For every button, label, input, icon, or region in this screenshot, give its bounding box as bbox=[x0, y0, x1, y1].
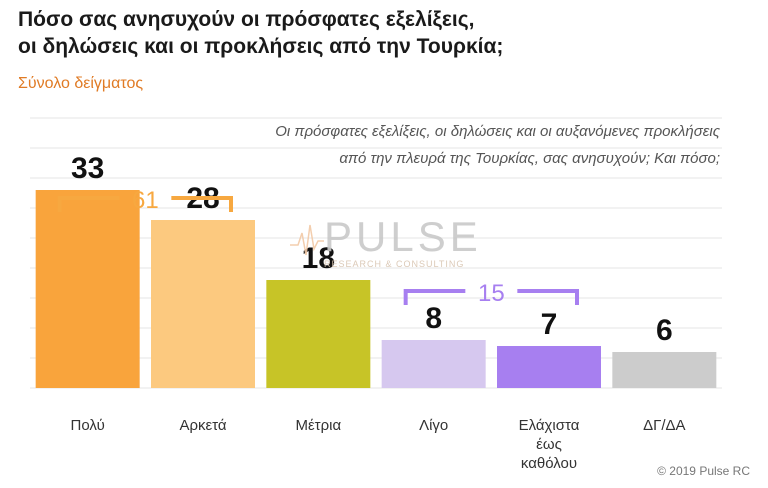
group-bracket bbox=[517, 289, 579, 305]
category-label: Αρκετά bbox=[179, 417, 226, 434]
group-total-label: 15 bbox=[478, 280, 505, 307]
chart-title: Πόσο σας ανησυχούν οι πρόσφατες εξελίξει… bbox=[18, 6, 758, 60]
data-label: 6 bbox=[656, 314, 673, 347]
bar bbox=[35, 190, 140, 388]
chart-subtitle: Σύνολο δείγματος bbox=[18, 75, 144, 92]
data-label: 7 bbox=[541, 308, 558, 341]
bar bbox=[266, 280, 371, 388]
chart-title-line-2: οι δηλώσεις και οι προκλήσεις από την Το… bbox=[18, 35, 504, 58]
survey-question-line-2: από την πλευρά της Τουρκίας, σας ανησυχο… bbox=[339, 150, 720, 167]
data-label: 8 bbox=[425, 302, 442, 335]
heartbeat-icon bbox=[290, 224, 324, 256]
group-bracket bbox=[171, 196, 233, 212]
bar bbox=[612, 352, 717, 388]
category-label: καθόλου bbox=[521, 455, 577, 472]
survey-question-line-1: Οι πρόσφατες εξελίξεις, οι δηλώσεις και … bbox=[275, 123, 720, 140]
bar bbox=[151, 220, 255, 388]
category-label: Ελάχιστα bbox=[519, 417, 580, 434]
category-label: ΔΓ/ΔΑ bbox=[643, 417, 685, 434]
chart-title-line-1: Πόσο σας ανησυχούν οι πρόσφατες εξελίξει… bbox=[18, 8, 475, 31]
watermark-logo-text: PULSE bbox=[324, 213, 482, 260]
category-label: Πολύ bbox=[71, 417, 105, 434]
bar bbox=[497, 346, 601, 388]
watermark-tagline: RESEARCH & CONSULTING bbox=[324, 259, 465, 269]
group-bracket bbox=[57, 196, 120, 212]
category-label: έως bbox=[536, 436, 562, 453]
bar bbox=[381, 340, 486, 388]
category-label: Μέτρια bbox=[296, 417, 342, 434]
data-label: 33 bbox=[71, 152, 104, 185]
category-label: Λίγο bbox=[419, 417, 448, 434]
group-bracket bbox=[403, 289, 466, 305]
survey-question: Οι πρόσφατες εξελίξεις, οι δηλώσεις και … bbox=[160, 118, 720, 172]
group-total-label: 61 bbox=[132, 187, 159, 214]
pulse-watermark: PULSE RESEARCH & CONSULTING bbox=[290, 215, 482, 269]
copyright-note: © 2019 Pulse RC bbox=[657, 464, 750, 478]
